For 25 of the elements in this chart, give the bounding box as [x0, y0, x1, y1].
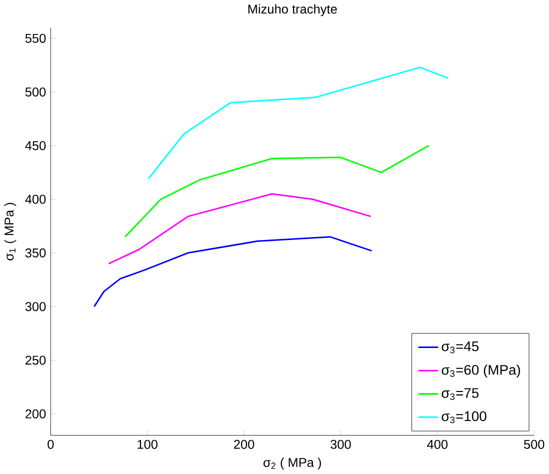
y-tick-label: 300 — [25, 302, 46, 312]
line-series — [93, 236, 372, 308]
x-tick-label: 400 — [427, 440, 448, 449]
y-tick-label: 250 — [26, 356, 46, 365]
y-tick-label: 350 — [25, 248, 46, 258]
x-tick-label: 0 — [48, 440, 54, 449]
line-series — [124, 144, 430, 238]
legend-label: σ$_{3}$=60 (MPa) — [442, 364, 520, 378]
x-tick-label: 500 — [524, 440, 544, 449]
y-tick-label: 400 — [25, 194, 46, 204]
x-tick-label: 100 — [138, 440, 158, 449]
line-series — [108, 193, 372, 265]
y-axis-title: σ$_{1}$ ( MPa ) — [4, 203, 16, 260]
x-tick-label: 200 — [234, 440, 254, 449]
legend-label: σ$_{3}$=75 — [442, 388, 479, 400]
legend-label: σ$_{3}$=45 — [442, 342, 479, 354]
line-series — [148, 66, 449, 180]
x-tick-label: 300 — [330, 440, 351, 449]
y-tick-label: 550 — [25, 34, 46, 43]
y-tick-label: 500 — [25, 88, 46, 97]
y-tick-label: 450 — [25, 141, 46, 150]
x-axis-title: σ$_{2}$ ( MPa ) — [264, 458, 321, 470]
legend-label: σ$_{3}$=100 — [442, 411, 486, 424]
chart-title: Mizuho trachyte — [248, 4, 337, 16]
y-tick-label: 200 — [26, 410, 46, 419]
